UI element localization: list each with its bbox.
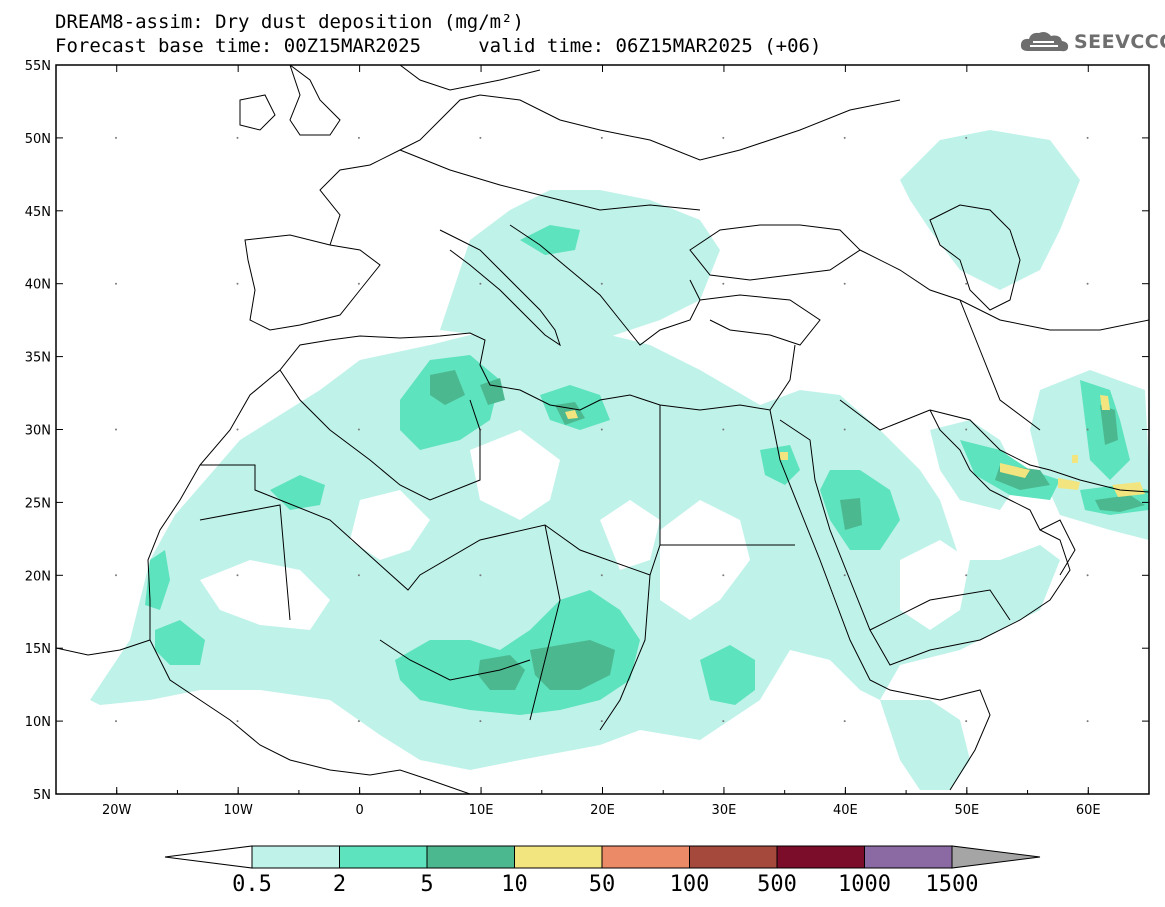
forecast-times: Forecast base time: 00Z15MAR2025 valid t… bbox=[55, 35, 822, 57]
border-5 bbox=[599, 574, 651, 731]
legend-label: 5 bbox=[420, 872, 434, 897]
red-sea-coast-west bbox=[769, 409, 991, 791]
lon-tick-label: 0 bbox=[355, 803, 363, 818]
colorbar-bin bbox=[426, 845, 515, 869]
dust-fields bbox=[90, 130, 1149, 790]
red-sea-coast-east bbox=[779, 409, 1071, 666]
lat-tick-label: 25N bbox=[25, 496, 51, 511]
ireland-coast bbox=[239, 94, 276, 131]
legend-label: 10 bbox=[501, 872, 528, 897]
grid-row-40 bbox=[115, 282, 1089, 285]
axis-ticks: 55N 50N 45N 40N 35N 30N 25N 20N 15N 10N 5N 20W 10W 0 1… bbox=[25, 59, 1150, 818]
lon-tick-label: 10E bbox=[469, 803, 494, 818]
colorbar-below-min bbox=[164, 845, 253, 869]
border-6 bbox=[199, 504, 291, 621]
colorbar-bin bbox=[689, 845, 778, 869]
caspian-coast bbox=[929, 204, 1021, 311]
legend-label: 50 bbox=[588, 872, 616, 897]
map-title: DREAM8-assim: Dry dust deposition (mg/m²… bbox=[55, 11, 524, 33]
iberia-coast bbox=[244, 234, 381, 331]
logo-text: SEEVCCC bbox=[1074, 31, 1165, 53]
africa-coastline bbox=[56, 332, 796, 656]
lat-tick-label: 10N bbox=[25, 715, 51, 730]
lat-tick-label: 5N bbox=[33, 788, 51, 803]
lat-lon-grid bbox=[115, 136, 1089, 723]
lon-tick-label: 30E bbox=[712, 803, 737, 818]
grid-row-50 bbox=[115, 136, 1089, 139]
balkan-coast bbox=[509, 224, 701, 346]
lon-tick-label: 40E bbox=[833, 803, 858, 818]
coastlines-borders bbox=[56, 65, 1149, 794]
border-8 bbox=[869, 589, 1011, 631]
oman-coast bbox=[1039, 519, 1076, 576]
lat-tick-label: 50N bbox=[25, 132, 51, 147]
color-bar bbox=[164, 845, 1041, 869]
colorbar-bin bbox=[864, 845, 953, 869]
lon-tick-label: 20E bbox=[590, 803, 615, 818]
border-9 bbox=[379, 639, 531, 681]
dust-free-areas bbox=[200, 430, 970, 630]
border-11 bbox=[559, 99, 901, 161]
legend-label: 100 bbox=[669, 872, 710, 897]
colorbar-bin bbox=[514, 845, 603, 869]
lat-tick-label: 35N bbox=[25, 351, 51, 366]
italy-coast bbox=[439, 229, 561, 347]
lat-tick-label: 15N bbox=[25, 642, 51, 657]
border-13 bbox=[959, 299, 1041, 431]
border-12 bbox=[859, 249, 1149, 331]
lat-tick-label: 55N bbox=[25, 59, 51, 74]
lat-tick-label: 40N bbox=[25, 278, 51, 293]
seevccc-logo: SEEVCCC bbox=[1018, 28, 1165, 56]
border-10 bbox=[399, 149, 701, 211]
border-4 bbox=[529, 524, 561, 721]
legend-label: 1500 bbox=[925, 872, 979, 897]
lon-tick-label: 20W bbox=[102, 803, 132, 818]
lat-tick-label: 45N bbox=[25, 205, 51, 220]
grid-row-30 bbox=[115, 428, 1089, 431]
europe-coast bbox=[319, 94, 561, 246]
colorbar-bin bbox=[339, 845, 428, 869]
persian-gulf-coast bbox=[929, 409, 1149, 493]
lat-tick-label: 30N bbox=[25, 424, 51, 439]
lon-tick-label: 60E bbox=[1076, 803, 1101, 818]
gulf-of-guinea-coast bbox=[149, 639, 471, 794]
border-2 bbox=[279, 369, 481, 501]
cloud-icon bbox=[1020, 32, 1069, 52]
british-isles-coast bbox=[289, 65, 341, 136]
baltic-coast bbox=[399, 65, 541, 91]
border-7 bbox=[839, 399, 931, 431]
grid-row-10 bbox=[115, 720, 1089, 723]
legend-label: 500 bbox=[757, 872, 797, 897]
legend-label: 1000 bbox=[838, 872, 891, 897]
lon-tick-label: 50E bbox=[954, 803, 979, 818]
colorbar-bin bbox=[776, 845, 865, 869]
dust-level-10 bbox=[565, 395, 1145, 497]
legend-label: 0.5 bbox=[232, 872, 272, 897]
lon-tick-label: 10W bbox=[223, 803, 253, 818]
grid-row-20 bbox=[115, 574, 1089, 577]
legend-label: 2 bbox=[332, 872, 347, 897]
lat-tick-label: 20N bbox=[25, 569, 51, 584]
colorbar-bin bbox=[601, 845, 690, 869]
colorbar-bin bbox=[251, 845, 340, 869]
colorbar-above-max bbox=[951, 845, 1041, 869]
anatolia-coast bbox=[699, 294, 821, 346]
